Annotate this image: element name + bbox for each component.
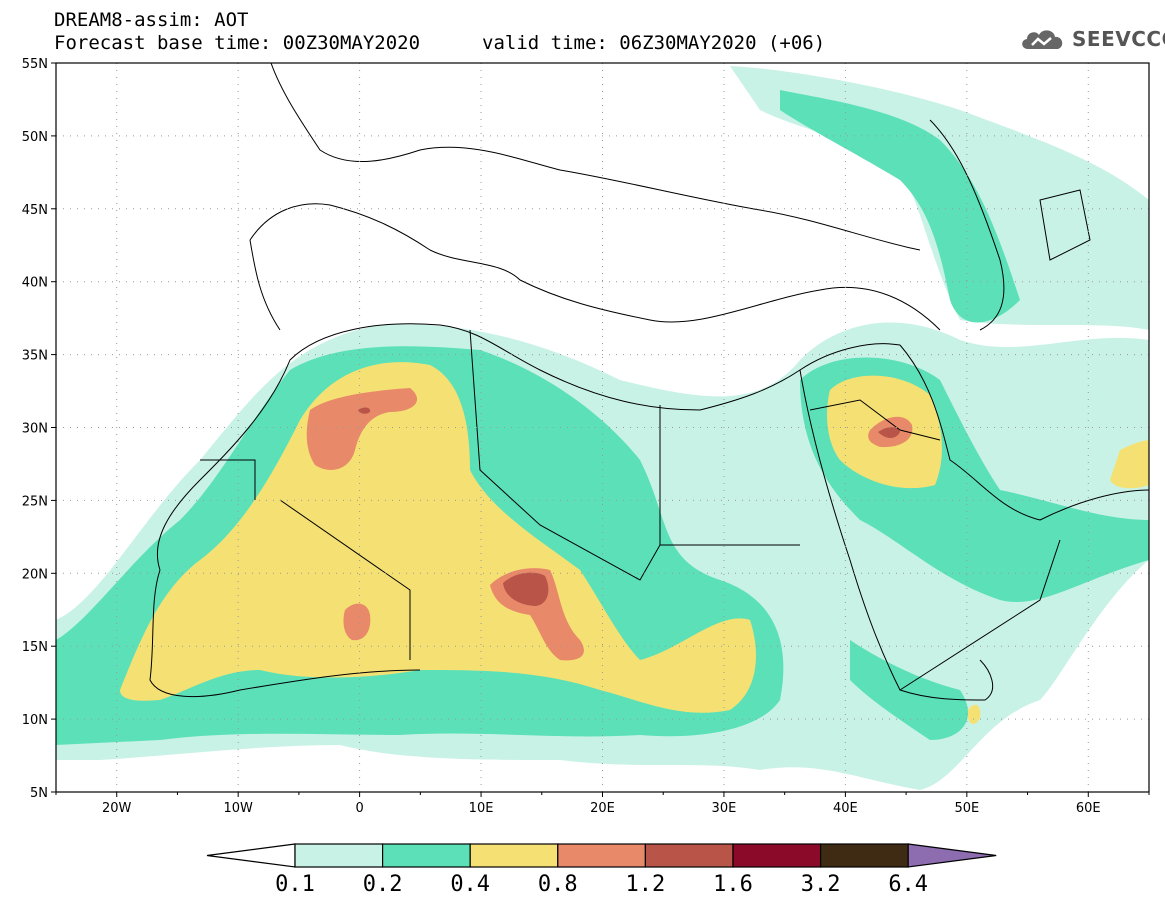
colorbar-arrow-high	[907, 843, 997, 868]
latitude-axis: 55N 50N 45N 40N 35N 30N 25N 20N 15N 10N 5N	[22, 57, 56, 801]
lat-tick-label: 45N	[22, 203, 48, 218]
lon-tick-label: 20W	[102, 801, 132, 816]
colorbar-label: 0.2	[363, 872, 403, 897]
colorbar-box	[819, 843, 909, 868]
lon-tick-label: 10W	[223, 801, 253, 816]
colorbar-label: 0.1	[275, 872, 315, 897]
colorbar-box	[644, 843, 734, 868]
lon-tick-label: 50E	[954, 801, 979, 816]
colorbar-arrow-low	[206, 843, 296, 868]
lat-tick-label: 20N	[22, 567, 48, 582]
coastlines	[149, 63, 1149, 701]
aot-field	[56, 63, 1149, 790]
lon-tick-label: 0	[355, 801, 363, 816]
lat-tick-label: 55N	[22, 57, 48, 72]
lat-tick-label: 25N	[22, 494, 48, 509]
valid-time: valid time: 06Z30MAY2020 (+06)	[482, 32, 826, 54]
lon-tick-label: 20E	[590, 801, 615, 816]
colorbar-label: 1.6	[713, 872, 753, 897]
colorbar-label: 0.8	[538, 872, 578, 897]
lat-tick-label: 35N	[22, 349, 48, 364]
logo-text: SEEVCCC	[1072, 27, 1165, 51]
lon-tick-label: 60E	[1076, 801, 1101, 816]
lat-tick-label: 50N	[22, 130, 48, 145]
lat-tick-label: 10N	[22, 713, 48, 728]
lon-tick-label: 10E	[469, 801, 494, 816]
forecast-base-time: Forecast base time: 00Z30MAY2020	[54, 32, 421, 54]
lat-tick-label: 15N	[22, 640, 48, 655]
lat-tick-label: 40N	[22, 276, 48, 291]
cloud-icon	[1022, 30, 1063, 49]
graticule	[56, 63, 1149, 792]
colorbar-box	[732, 843, 822, 868]
aot-band-1.2	[358, 407, 900, 606]
colorbar-label: 0.4	[450, 872, 490, 897]
colorbar-box	[469, 843, 559, 868]
lon-tick-label: 30E	[712, 801, 737, 816]
colorbar: 0.1 0.2 0.4 0.8 1.2 1.6 3.2 6.4	[206, 843, 997, 897]
seevccc-logo: SEEVCCC	[1018, 24, 1165, 54]
colorbar-label: 1.2	[626, 872, 666, 897]
longitude-axis: 20W 10W 0 10E 20E 30E 40E 50E 60E	[55, 792, 1150, 816]
colorbar-box	[382, 843, 471, 868]
colorbar-box	[294, 843, 384, 868]
lon-tick-label: 40E	[833, 801, 858, 816]
lat-tick-label: 5N	[30, 786, 48, 801]
colorbar-box	[557, 843, 646, 868]
colorbar-label: 3.2	[801, 872, 841, 897]
lat-tick-label: 30N	[22, 422, 48, 437]
chart-title: DREAM8-assim: AOT	[54, 9, 249, 31]
colorbar-label: 6.4	[888, 872, 928, 897]
